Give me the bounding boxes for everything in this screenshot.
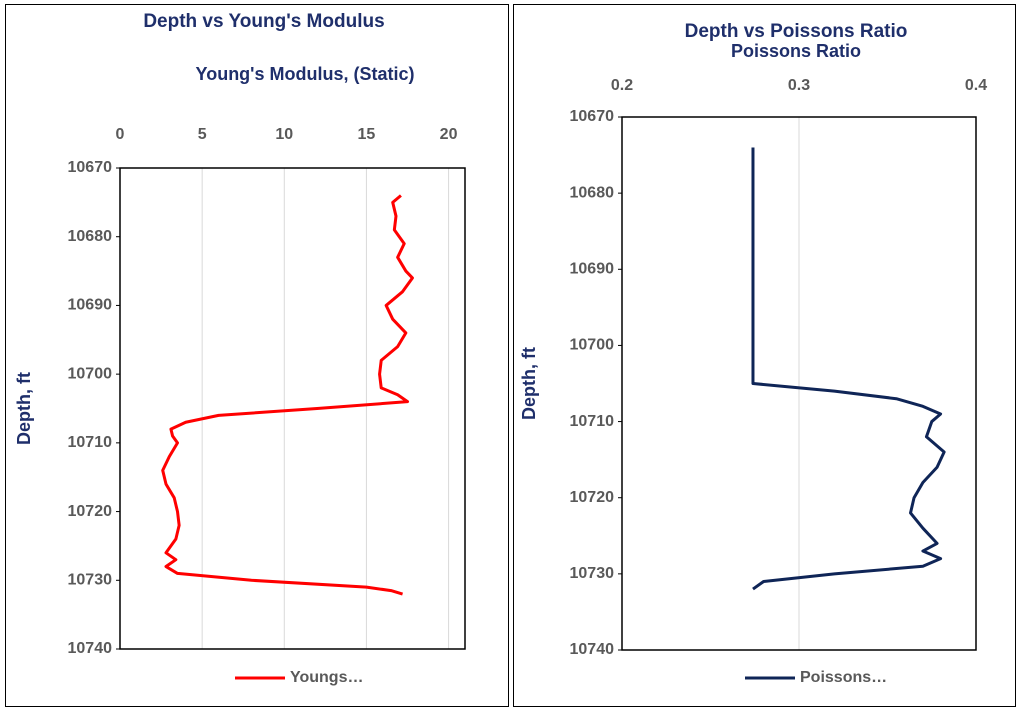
y-tick-label: 10670 [68,159,113,176]
y-tick-label: 10670 [570,108,615,125]
x-axis-title: Young's Modulus, (Static) [196,64,415,84]
x-tick-label: 0.2 [611,77,633,94]
y-tick-label: 10730 [570,565,615,582]
data-line [751,147,946,591]
y-tick-label: 10680 [68,228,113,245]
panel-frame [5,4,509,707]
x-tick-label: 5 [198,126,207,143]
data-line [161,194,414,596]
panel-frame [513,4,1016,707]
x-tick-label: 0 [116,126,125,143]
x-axis-title: Poissons Ratio [731,41,861,61]
x-tick-label: 0.4 [965,77,987,94]
y-tick-label: 10700 [68,365,113,382]
plot-frame [119,167,466,650]
legend-label: Youngs… [290,669,363,686]
y-tick-label: 10740 [570,641,615,658]
x-tick-label: 15 [358,126,376,143]
chart-title: Depth vs Young's Modulus [143,11,384,32]
chart-title: Depth vs Poissons Ratio [685,21,908,42]
y-tick-label: 10680 [570,184,615,201]
legend-label: Poissons… [800,669,887,686]
y-axis-title: Depth, ft [14,372,34,445]
plot-frame [621,116,977,651]
y-tick-label: 10740 [68,640,113,657]
y-tick-label: 10700 [570,337,615,354]
y-tick-label: 10690 [570,261,615,278]
y-tick-label: 10720 [570,489,615,506]
x-tick-label: 0.3 [788,77,810,94]
y-tick-label: 10720 [68,503,113,520]
x-tick-label: 20 [440,126,458,143]
y-tick-label: 10710 [68,434,113,451]
y-tick-label: 10710 [570,413,615,430]
x-tick-label: 10 [275,126,293,143]
y-tick-label: 10730 [68,572,113,589]
y-tick-label: 10690 [68,297,113,314]
y-axis-title: Depth, ft [519,347,539,420]
